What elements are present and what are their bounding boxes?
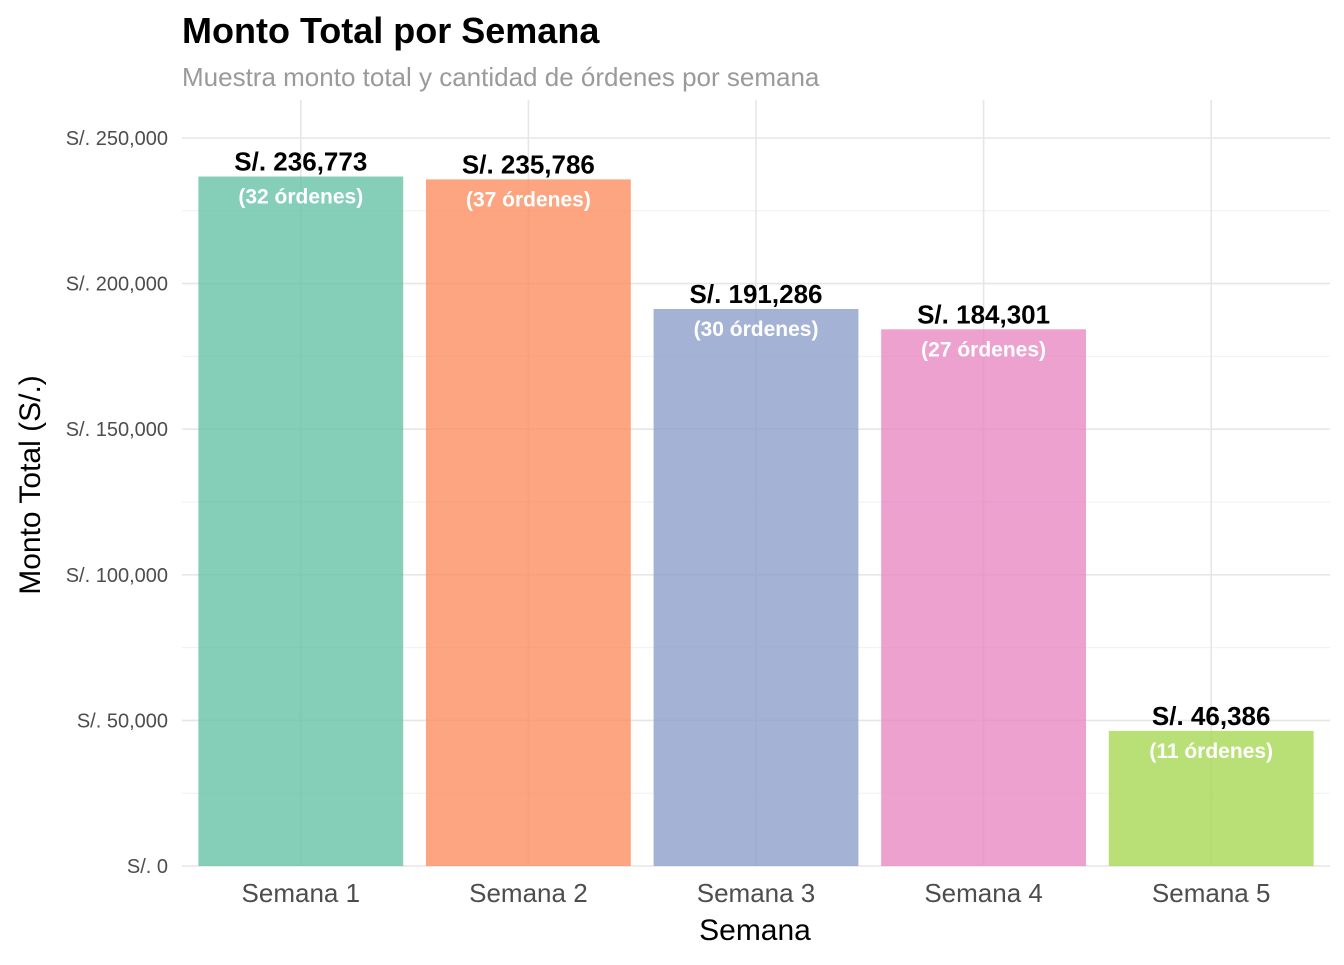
x-tick-label: Semana 1: [242, 878, 361, 908]
x-tick-label: Semana 4: [924, 878, 1043, 908]
labels-layer: S/. 236,773 (32 órdenes) S/. 235,786 (37 ór…: [234, 147, 1273, 763]
y-tick-label: S/. 250,000: [66, 128, 168, 150]
y-tick-label: S/. 200,000: [66, 274, 168, 296]
y-tick-label: S/. 100,000: [66, 565, 168, 587]
chart-subtitle: Muestra monto total y cantidad de órdene…: [182, 62, 820, 92]
chart-title: Monto Total por Semana: [182, 10, 600, 51]
bar: [198, 176, 404, 866]
x-tick-label: Semana 3: [697, 878, 816, 908]
bar-value-label: S/. 236,773: [234, 147, 367, 177]
ticks-layer: S/. 0 S/. 50,000 S/. 100,000 S/. 150,000 S/.…: [66, 128, 1271, 908]
bar-count-label: (32 órdenes): [238, 186, 363, 209]
bar-value-label: S/. 235,786: [462, 149, 595, 179]
x-axis-title: Semana: [699, 914, 811, 947]
y-tick-label: S/. 150,000: [66, 419, 168, 441]
x-tick-label: Semana 2: [469, 878, 588, 908]
bar-count-label: (11 órdenes): [1149, 740, 1273, 763]
bar-value-label: S/. 46,386: [1152, 701, 1271, 731]
bar-count-label: (30 órdenes): [694, 318, 819, 341]
y-axis-title: Monto Total (S/.): [14, 375, 47, 595]
bar: [1108, 730, 1314, 866]
x-tick-label: Semana 5: [1152, 878, 1271, 908]
y-tick-label: S/. 50,000: [77, 710, 168, 732]
bar-count-label: (27 órdenes): [921, 338, 1046, 361]
bar: [425, 179, 631, 866]
bar-value-label: S/. 191,286: [690, 279, 823, 309]
bars-layer: [198, 176, 1314, 866]
bar-value-label: S/. 184,301: [917, 299, 1050, 329]
bar: [653, 308, 859, 866]
y-tick-label: S/. 0: [127, 856, 168, 878]
bar: [881, 329, 1087, 866]
bar-count-label: (37 órdenes): [466, 188, 591, 211]
